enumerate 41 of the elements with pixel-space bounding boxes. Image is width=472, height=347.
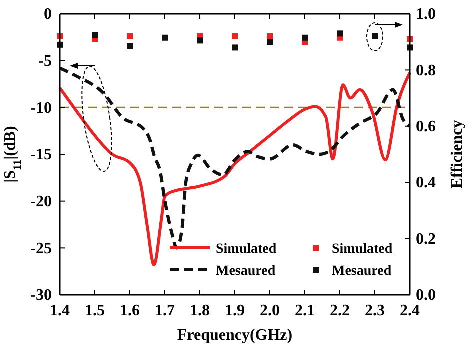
y-tick-label: -30 bbox=[30, 287, 52, 304]
point bbox=[232, 44, 238, 51]
point bbox=[267, 33, 273, 40]
point bbox=[162, 34, 168, 41]
point bbox=[267, 39, 273, 46]
point bbox=[302, 34, 308, 41]
x-tick-label: 2.2 bbox=[330, 302, 350, 320]
x-tick-label: 2.3 bbox=[365, 302, 385, 320]
y2-tick-label: 0.6 bbox=[416, 118, 436, 136]
legend-label: Mesaured bbox=[216, 264, 276, 279]
y2-tick-label: 0.8 bbox=[416, 62, 436, 80]
point bbox=[197, 38, 203, 44]
y-tick-label: -20 bbox=[30, 193, 52, 210]
x-tick-label: 1.4 bbox=[50, 302, 70, 320]
x-axis-title: Frequency(GHz) bbox=[177, 327, 293, 344]
y2-tick-label: 0.0 bbox=[416, 287, 436, 304]
y-tick-label: -5 bbox=[38, 52, 52, 70]
x-tick-label: 1.6 bbox=[120, 302, 140, 320]
y2-axis-title: Efficiency bbox=[449, 120, 466, 189]
point bbox=[127, 43, 133, 50]
y-tick-label: -15 bbox=[30, 146, 52, 164]
x-tick-label: 2.4 bbox=[400, 302, 420, 320]
x-tick-label: 1.9 bbox=[225, 302, 245, 320]
x-tick-label: 2.0 bbox=[260, 302, 280, 320]
point bbox=[232, 33, 238, 40]
legend-label: Mesaured bbox=[332, 264, 392, 279]
y2-tick-label: 0.4 bbox=[416, 174, 436, 192]
point bbox=[337, 30, 343, 37]
legend-label: Simulated bbox=[216, 242, 277, 257]
legend-label: Simulated bbox=[332, 242, 393, 257]
point bbox=[127, 33, 133, 40]
y-tick-label: -25 bbox=[30, 240, 52, 258]
x-tick-label: 2.1 bbox=[295, 302, 315, 320]
x-tick-label: 1.7 bbox=[155, 302, 175, 320]
y2-tick-label: 0.2 bbox=[416, 230, 436, 248]
x-tick-label: 1.5 bbox=[85, 302, 105, 320]
y-tick-label: -10 bbox=[30, 100, 52, 117]
y2-tick-label: 1.0 bbox=[416, 6, 436, 24]
y-tick-label: 0 bbox=[44, 6, 52, 24]
x-tick-label: 1.8 bbox=[190, 302, 210, 320]
point bbox=[92, 32, 98, 38]
